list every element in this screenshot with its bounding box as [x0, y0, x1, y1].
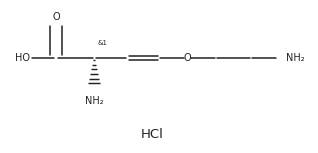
Text: O: O [52, 12, 60, 22]
Text: &1: &1 [98, 40, 108, 46]
Text: NH₂: NH₂ [286, 53, 304, 63]
Text: O: O [184, 53, 191, 63]
Text: HO: HO [15, 53, 30, 63]
Text: NH₂: NH₂ [85, 96, 103, 106]
Text: HCl: HCl [141, 128, 164, 141]
